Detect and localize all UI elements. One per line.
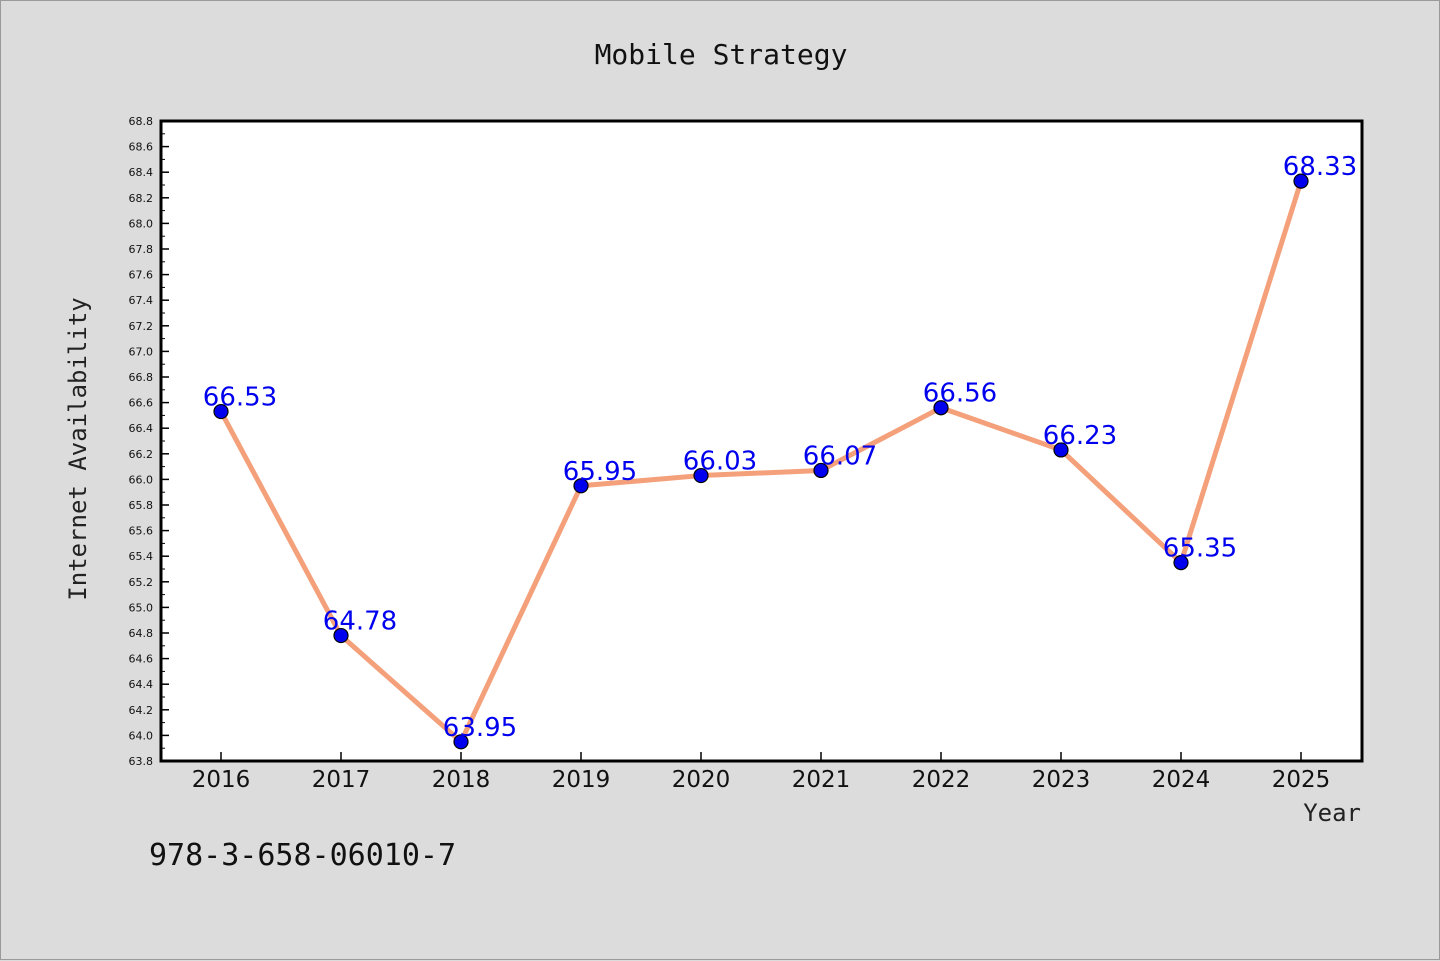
data-point — [573, 478, 589, 494]
x-tick-label: 2018 — [432, 767, 491, 793]
y-tick-label: 65.4 — [129, 550, 154, 563]
y-tick-label: 66.2 — [129, 448, 154, 461]
x-axis-title: Year — [1303, 799, 1361, 827]
data-label: 66.07 — [803, 441, 877, 471]
series-line — [218, 178, 1304, 745]
x-tick-label: 2022 — [912, 767, 971, 793]
y-tick-label: 67.2 — [129, 320, 154, 333]
chart-title: Mobile Strategy — [595, 38, 848, 71]
data-point — [333, 627, 349, 644]
y-tick-label: 67.6 — [129, 269, 154, 282]
data-label: 66.23 — [1043, 421, 1117, 451]
y-axis: 63.8 64.0 64.2 64.4 64.6 64.8 65.0 65.2 65.4 65.6… — [129, 115, 169, 768]
y-tick-label: 66.4 — [129, 422, 154, 435]
x-tick-label: 2017 — [312, 767, 371, 793]
x-tick-label: 2019 — [552, 767, 611, 793]
x-tick-label: 2016 — [192, 767, 251, 793]
data-label: 66.53 — [203, 383, 277, 413]
x-tick-label: 2021 — [792, 767, 851, 793]
data-point — [693, 467, 709, 484]
data-label: 66.56 — [923, 379, 997, 409]
series-line-group — [218, 178, 1304, 745]
y-tick-label: 65.0 — [129, 601, 154, 614]
data-label: 66.03 — [683, 447, 757, 477]
y-tick-label: 68.2 — [129, 192, 154, 205]
markers-group — [213, 173, 1309, 750]
y-tick-label: 67.0 — [129, 345, 154, 358]
data-label: 64.78 — [323, 607, 397, 637]
y-tick-label: 68.6 — [129, 141, 154, 154]
data-labels-group: 66.53 64.78 63.95 65.95 66.03 66.07 66.56 66.23… — [203, 152, 1357, 743]
isbn-footer: 978-3-658-06010-7 — [149, 838, 456, 873]
data-point — [813, 462, 829, 479]
y-tick-label: 64.8 — [129, 627, 154, 640]
y-tick-label: 66.8 — [129, 371, 154, 384]
x-tick-label: 2020 — [672, 767, 731, 793]
x-axis: 2016 2017 2018 2019 2020 2021 2022 2023 2024 2025 — [192, 752, 1331, 793]
data-point — [1293, 173, 1309, 189]
y-tick-label: 64.2 — [129, 704, 154, 717]
y-tick-label: 66.6 — [129, 397, 154, 410]
y-tick-label: 67.4 — [129, 294, 154, 307]
y-tick-label: 64.6 — [129, 653, 154, 666]
x-tick-label: 2025 — [1272, 767, 1331, 793]
data-point — [933, 400, 949, 416]
y-tick-label: 63.8 — [129, 755, 154, 768]
y-tick-label: 68.0 — [129, 217, 154, 230]
data-label: 65.35 — [1163, 534, 1237, 564]
x-tick-label: 2023 — [1032, 767, 1091, 793]
data-point — [213, 403, 229, 420]
data-point — [1053, 442, 1069, 458]
y-tick-label: 68.8 — [129, 115, 154, 128]
data-label: 63.95 — [443, 713, 517, 743]
y-tick-label: 64.0 — [129, 729, 154, 742]
plot-area — [159, 119, 1364, 763]
y-axis-title: Internet Availability — [64, 297, 92, 600]
y-tick-label: 64.4 — [129, 678, 154, 691]
data-point — [1173, 554, 1189, 571]
data-label: 65.95 — [563, 457, 637, 487]
y-tick-label: 65.8 — [129, 499, 154, 512]
data-label: 68.33 — [1283, 152, 1357, 182]
y-tick-label: 65.6 — [129, 525, 154, 538]
y-tick-label: 68.4 — [129, 166, 154, 179]
y-tick-label: 65.2 — [129, 576, 154, 589]
y-tick-label: 66.0 — [129, 473, 154, 486]
y-tick-label: 67.8 — [129, 243, 154, 256]
data-point — [453, 734, 469, 750]
x-tick-label: 2024 — [1152, 767, 1211, 793]
